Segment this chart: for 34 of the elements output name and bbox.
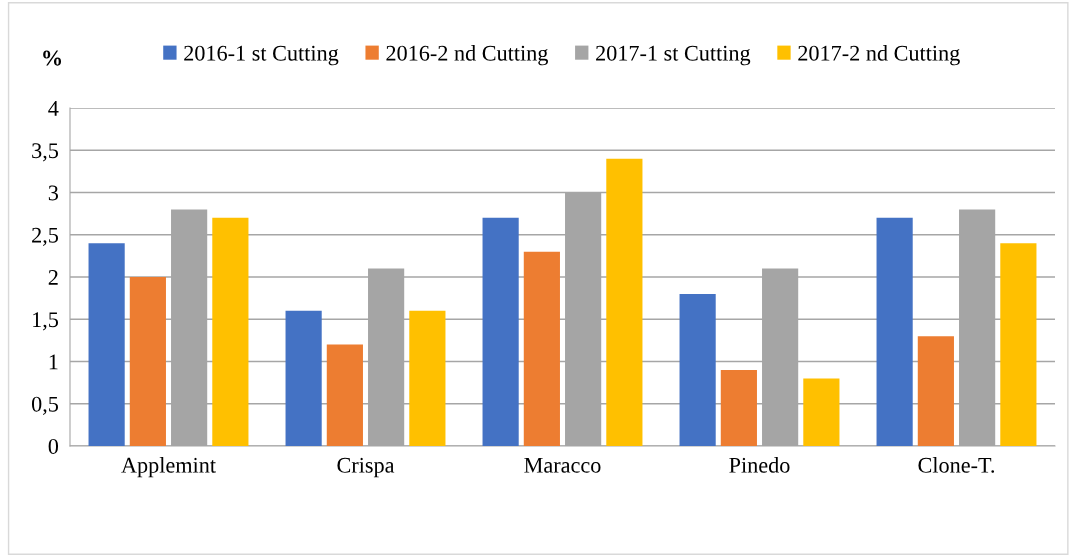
bar xyxy=(720,369,757,446)
bar xyxy=(482,217,519,446)
legend-label: 2017-2 nd Cutting xyxy=(798,45,960,66)
bar xyxy=(326,344,363,446)
bar xyxy=(1000,243,1037,446)
bar xyxy=(212,217,249,446)
x-tick-label: Crispa xyxy=(337,457,395,478)
y-tick-label: 1 xyxy=(49,354,58,370)
y-tick-label: 4 xyxy=(48,101,59,116)
legend-label: 2017-1 st Cutting xyxy=(596,45,751,66)
x-tick-label: Maracco xyxy=(524,457,601,473)
legend-label: 2016-2 nd Cutting xyxy=(386,45,548,66)
legend-label: 2016-1 st Cutting xyxy=(184,45,339,66)
y-tick-label: 2,5 xyxy=(32,227,59,246)
x-tick-label: Pinedo xyxy=(729,457,790,473)
bar xyxy=(606,158,643,446)
y-tick-label: 1,5 xyxy=(33,312,59,331)
bar xyxy=(917,336,954,446)
bar xyxy=(803,378,840,446)
x-tick-label: Applemint xyxy=(121,457,216,478)
y-tick-label: 3 xyxy=(48,185,59,201)
y-tick-label: 0,5 xyxy=(31,396,59,415)
y-axis-title: % xyxy=(43,50,62,66)
bar xyxy=(876,217,913,446)
bar xyxy=(523,251,560,446)
y-tick-label: 3,5 xyxy=(32,143,59,162)
bar xyxy=(129,277,166,446)
bar xyxy=(285,310,322,446)
y-tick-label: 0 xyxy=(48,438,59,454)
bar xyxy=(88,243,125,446)
bar xyxy=(409,310,446,446)
y-tick-label: 2 xyxy=(48,269,58,285)
bar xyxy=(679,293,716,446)
x-tick-label: Clone-T. xyxy=(918,457,995,473)
